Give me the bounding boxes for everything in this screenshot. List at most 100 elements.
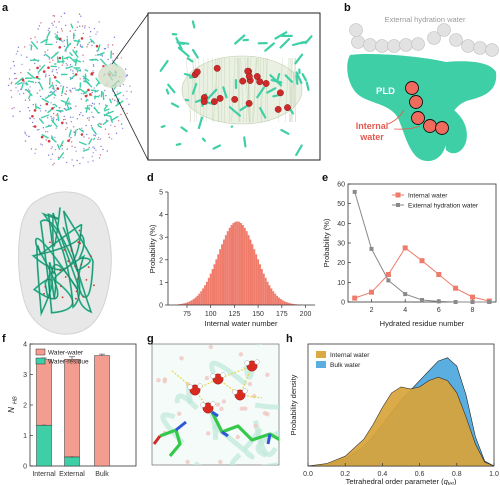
histogram-bar bbox=[272, 291, 275, 305]
external-water-ball bbox=[387, 39, 401, 53]
water-dot bbox=[47, 131, 49, 133]
protein-stick bbox=[54, 36, 63, 42]
water-dot bbox=[72, 87, 74, 90]
residue-stick bbox=[191, 20, 196, 29]
x-tick-label: 0.0 bbox=[303, 471, 313, 478]
residue-stick bbox=[243, 136, 247, 148]
x-tick-label: 150 bbox=[252, 311, 264, 318]
water-atom bbox=[93, 284, 95, 287]
histogram-bar bbox=[228, 227, 231, 305]
water-dot bbox=[50, 158, 52, 160]
water-dot bbox=[95, 54, 97, 56]
data-point bbox=[352, 189, 357, 194]
water-dot bbox=[48, 27, 50, 30]
water-dot bbox=[79, 45, 82, 48]
mesh-line bbox=[264, 57, 268, 123]
water-dot bbox=[112, 59, 114, 62]
protein-stick bbox=[89, 38, 95, 44]
water-dot bbox=[54, 136, 56, 139]
panel-label-d: d bbox=[147, 172, 154, 184]
water-dot bbox=[38, 128, 40, 131]
water-dot bbox=[100, 123, 102, 126]
protein-stick bbox=[94, 95, 97, 100]
water-dot bbox=[58, 21, 60, 23]
residue-stick bbox=[295, 74, 299, 85]
water-dot bbox=[83, 136, 85, 138]
histogram-bar bbox=[223, 239, 225, 305]
protein-stick bbox=[28, 93, 32, 100]
mesh-line bbox=[231, 57, 236, 123]
water-dot bbox=[86, 46, 88, 48]
water-dot bbox=[69, 138, 71, 141]
water-dot bbox=[66, 86, 68, 89]
histogram-bar bbox=[186, 302, 189, 305]
histogram-bars bbox=[177, 221, 303, 305]
water-dot bbox=[112, 53, 115, 55]
protein-stick bbox=[48, 84, 53, 89]
protein-stick bbox=[27, 80, 35, 83]
water-dot bbox=[37, 28, 39, 30]
water-dot bbox=[57, 156, 59, 158]
water-dot bbox=[65, 90, 68, 92]
residue-stick bbox=[212, 144, 221, 150]
axis-ticks: 0 1 2 3 4 Internal External Bulk bbox=[23, 342, 109, 479]
water-dot bbox=[28, 135, 30, 138]
water-dot bbox=[76, 118, 79, 120]
water-dot bbox=[32, 104, 34, 106]
histogram-bar bbox=[202, 288, 205, 305]
water-dot bbox=[80, 112, 82, 114]
protein-stick bbox=[103, 108, 110, 112]
water-dot bbox=[52, 164, 54, 166]
water-dot bbox=[40, 143, 42, 145]
water-dot bbox=[82, 60, 85, 62]
water-dot bbox=[98, 94, 100, 97]
water-dot bbox=[128, 103, 130, 106]
water-dot bbox=[33, 118, 35, 120]
water-dot bbox=[24, 99, 27, 101]
water-dot bbox=[10, 89, 12, 92]
water-dot bbox=[88, 147, 90, 149]
water-dot bbox=[98, 21, 100, 23]
water-dot bbox=[50, 147, 52, 150]
histogram-bar bbox=[274, 293, 277, 305]
water-dot bbox=[74, 87, 76, 89]
y-tick-label: 60 bbox=[337, 182, 345, 189]
water-dot bbox=[25, 134, 28, 136]
panel-a-protein-render bbox=[7, 12, 321, 167]
internal-water-molecule bbox=[276, 89, 284, 97]
water-dot bbox=[17, 46, 20, 48]
x-tick-label: 175 bbox=[276, 311, 288, 318]
water-dot bbox=[84, 25, 86, 27]
histogram-bar bbox=[190, 300, 193, 305]
water-dot bbox=[58, 107, 60, 109]
water-atom bbox=[80, 263, 83, 266]
panel-f-chart: 0 1 2 3 4 Internal External Bulk Water-water Wa… bbox=[7, 342, 137, 479]
panel-h-chart: 0.0 0.2 0.4 0.6 0.8 1.0 Internal water Bulk w… bbox=[289, 343, 499, 485]
residue-stick bbox=[291, 41, 305, 47]
water-dot bbox=[81, 127, 83, 129]
water-dot bbox=[49, 61, 51, 63]
water-hydrogen bbox=[197, 383, 203, 389]
mesh-line bbox=[265, 57, 269, 123]
nitrogen-bond bbox=[266, 433, 272, 445]
water-dot bbox=[50, 102, 52, 104]
water-dot bbox=[83, 148, 85, 150]
protein-stick bbox=[68, 129, 72, 138]
mesh-line bbox=[252, 57, 258, 123]
water-dot bbox=[91, 44, 93, 47]
water-dot bbox=[66, 122, 68, 125]
water-dot bbox=[64, 24, 67, 27]
water-dot bbox=[21, 63, 23, 66]
histogram-bar bbox=[289, 303, 292, 305]
residue-stick bbox=[159, 59, 169, 72]
protein-stick bbox=[74, 50, 78, 54]
residue-stick bbox=[201, 137, 206, 142]
water-dot bbox=[75, 150, 77, 152]
internal-pointer-2 bbox=[393, 125, 421, 130]
protein-stick bbox=[75, 68, 82, 72]
water-dot bbox=[42, 127, 45, 129]
internal-water-molecule bbox=[193, 68, 201, 76]
water-dot bbox=[64, 118, 66, 121]
water-dot bbox=[90, 41, 92, 43]
water-dot bbox=[82, 114, 84, 117]
